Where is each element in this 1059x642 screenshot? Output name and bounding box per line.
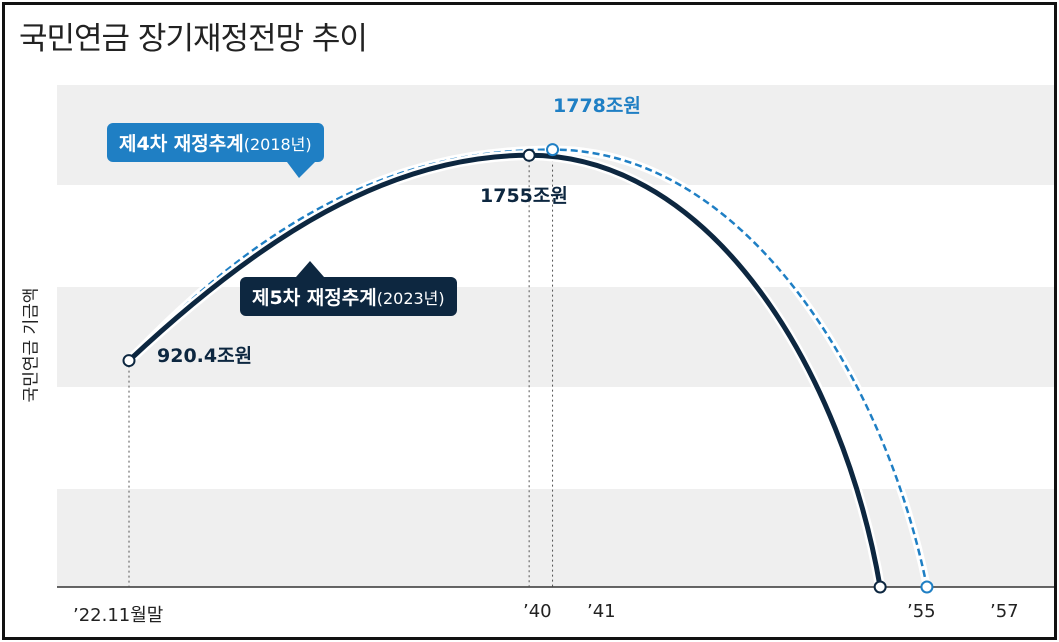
x-tick-2041: ’41 bbox=[587, 601, 616, 622]
data-label-start-2022: 920.4조원 bbox=[157, 345, 253, 367]
chart-title: 국민연금 장기재정전망 추이 bbox=[19, 21, 368, 57]
data-label-peak-2041: 1778조원 bbox=[553, 95, 641, 117]
x-tick-2040: ’40 bbox=[523, 601, 552, 622]
data-label-peak-2040: 1755조원 bbox=[480, 185, 568, 207]
series-callout-2023: 제5차 재정추계(2023년) bbox=[240, 261, 457, 316]
data-point-0-0 bbox=[546, 143, 560, 157]
x-tick-2057: ’57 bbox=[990, 601, 1019, 622]
grid-bands bbox=[57, 85, 1054, 587]
data-point-1-0 bbox=[122, 354, 136, 368]
series-name-2023: 제5차 재정추계 bbox=[252, 287, 377, 309]
series-callout-2018: 제4차 재정추계(2018년) bbox=[107, 123, 324, 178]
series-year-2018: (2018년) bbox=[243, 135, 312, 154]
x-tick-2055: ’55 bbox=[907, 601, 936, 622]
data-point-1-2 bbox=[873, 580, 887, 594]
series-line-2023 bbox=[126, 152, 883, 590]
guide-lines bbox=[128, 149, 554, 587]
data-point-0-1 bbox=[920, 580, 934, 594]
series-name-2018: 제4차 재정추계 bbox=[119, 133, 244, 155]
grid-band-1 bbox=[57, 287, 1054, 387]
series-year-2023: (2023년) bbox=[376, 289, 445, 308]
chart-plot bbox=[57, 85, 1054, 594]
series-line-2018 bbox=[128, 148, 929, 588]
data-point-1-1 bbox=[522, 148, 536, 162]
series-lines bbox=[124, 145, 931, 592]
x-tick-2022: ’22.11월말 bbox=[73, 605, 164, 626]
series-points bbox=[122, 143, 934, 594]
grid-band-2 bbox=[57, 489, 1054, 587]
